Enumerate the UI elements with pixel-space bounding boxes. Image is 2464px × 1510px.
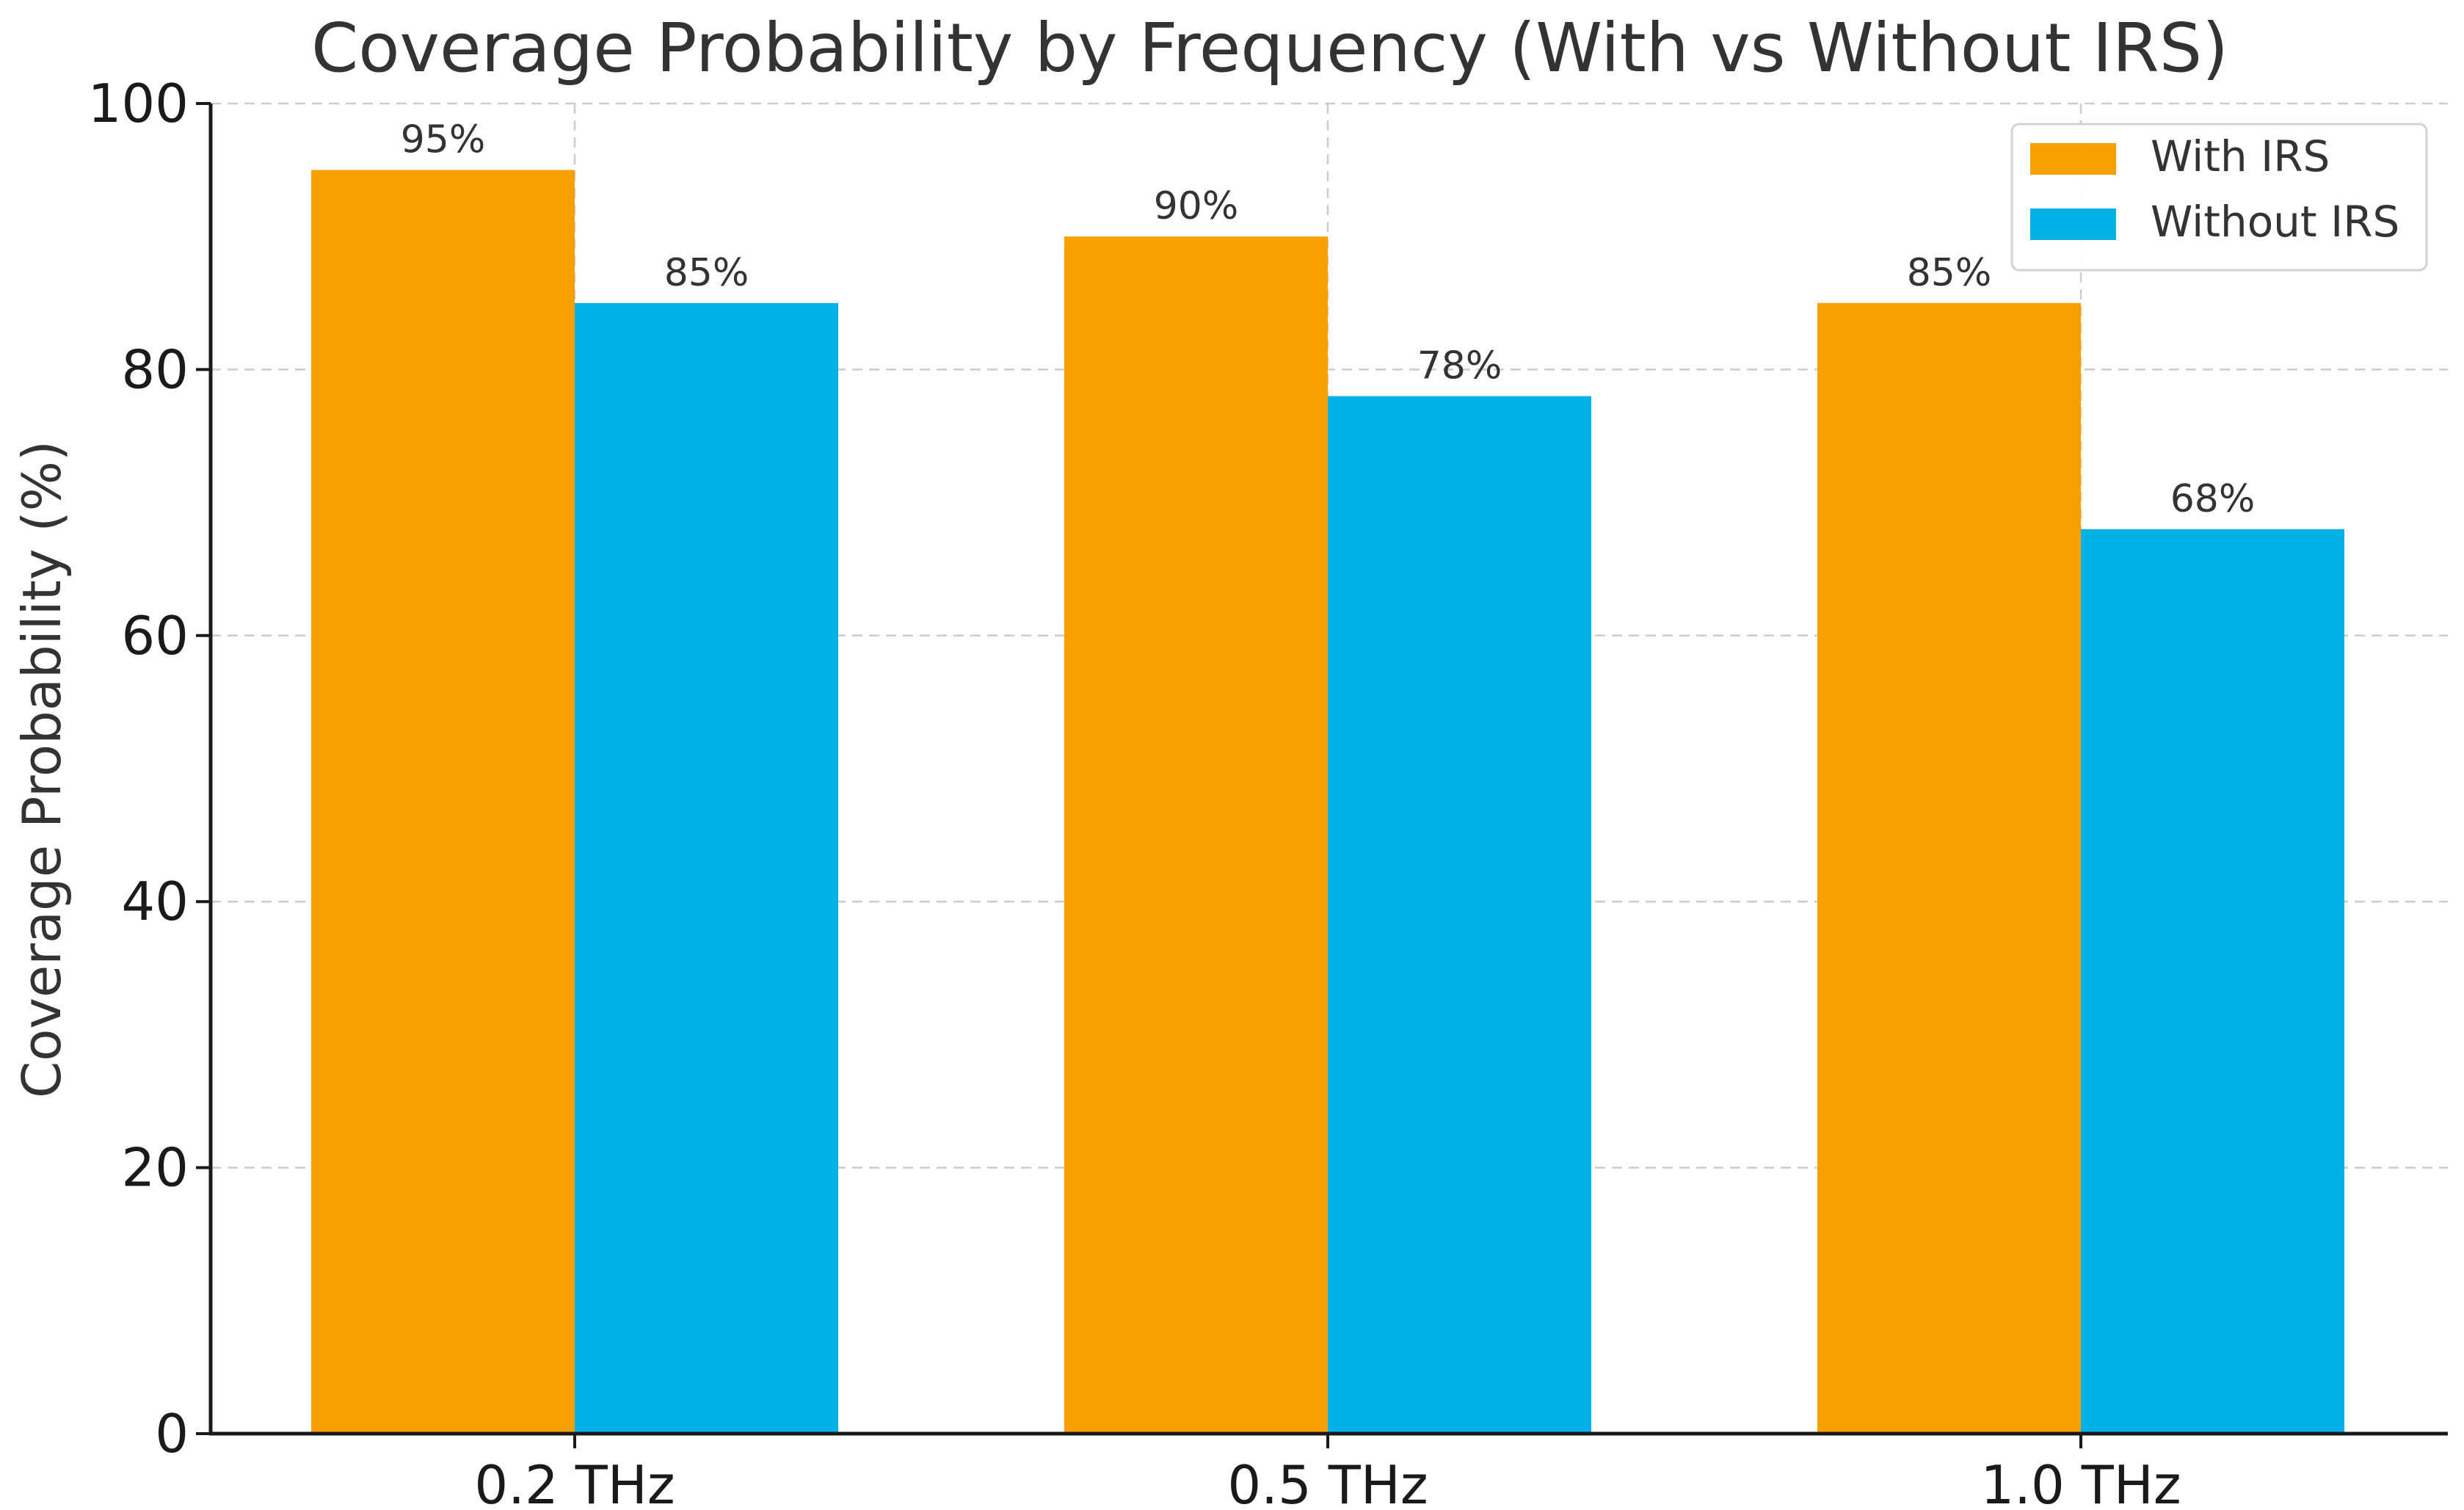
bars xyxy=(311,170,2344,1434)
legend: With IRS Without IRS xyxy=(2010,123,2428,272)
bar-without-irs-2 xyxy=(2081,529,2344,1434)
bar-without-irs-1 xyxy=(1328,396,1591,1434)
y-axis-label: Coverage Probability (%) xyxy=(11,440,73,1098)
y-tick-label-100: 100 xyxy=(88,73,189,134)
y-tick-label-0: 0 xyxy=(155,1403,189,1464)
data-label-with-irs-2: 85% xyxy=(1907,251,1992,295)
legend-label-with-irs: With IRS xyxy=(2151,131,2330,181)
data-label-with-irs-1: 90% xyxy=(1154,184,1239,228)
x-tick-label-1: 0.5 THz xyxy=(1227,1454,1428,1510)
data-labels: 95% 90% 85% 85% 78% 68% xyxy=(401,118,2256,521)
x-tick-label-0: 0.2 THz xyxy=(474,1454,675,1510)
y-tick-label-60: 60 xyxy=(121,605,189,667)
data-label-with-irs-0: 95% xyxy=(401,118,486,162)
data-label-without-irs-1: 78% xyxy=(1417,344,1502,388)
bar-with-irs-2 xyxy=(1817,302,2081,1434)
y-tick-label-20: 20 xyxy=(121,1137,189,1199)
bar-without-irs-0 xyxy=(575,302,838,1434)
legend-swatch-with-irs xyxy=(2030,143,2116,175)
data-label-without-irs-2: 68% xyxy=(2170,477,2256,521)
bar-with-irs-1 xyxy=(1064,236,1328,1434)
legend-swatch-without-irs xyxy=(2030,208,2116,240)
bar-with-irs-0 xyxy=(311,170,575,1434)
data-label-without-irs-0: 85% xyxy=(664,251,749,295)
legend-label-without-irs: Without IRS xyxy=(2151,197,2399,247)
axes: 0 20 40 60 80 100 0.2 THz 0.5 THz 1.0 THz xyxy=(88,73,2448,1510)
y-tick-label-80: 80 xyxy=(121,338,189,400)
x-tick-label-2: 1.0 THz xyxy=(1980,1454,2181,1510)
y-tick-label-40: 40 xyxy=(121,871,189,932)
chart-title: Coverage Probability by Frequency (With … xyxy=(311,9,2228,87)
